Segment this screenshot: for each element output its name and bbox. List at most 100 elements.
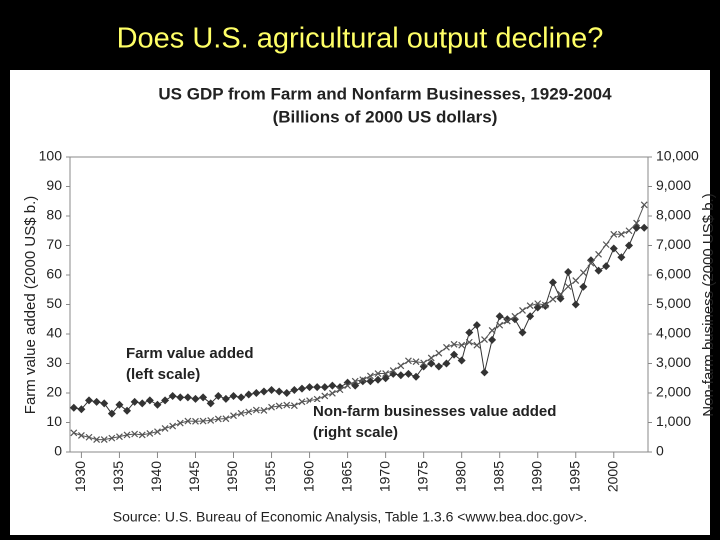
- y-tick-label: 10: [46, 413, 62, 429]
- y-tick-label: 80: [46, 207, 62, 223]
- point-marker: [70, 429, 78, 437]
- point-marker: [579, 269, 587, 277]
- point-marker: [572, 277, 580, 285]
- y-tick-label: 70: [46, 236, 62, 252]
- point-marker: [199, 393, 208, 402]
- point-marker: [617, 253, 626, 262]
- point-marker: [610, 230, 618, 238]
- point-marker: [297, 384, 306, 393]
- point-marker: [443, 343, 450, 351]
- point-marker: [405, 357, 412, 365]
- y2-tick-label: 3,000: [656, 354, 691, 370]
- chart-panel: [10, 70, 710, 535]
- point-marker: [282, 389, 291, 397]
- point-marker: [230, 412, 237, 420]
- point-marker: [108, 434, 116, 442]
- y-tick-label: 90: [46, 177, 62, 193]
- x-tick-label: 1965: [338, 461, 354, 492]
- point-marker: [275, 402, 283, 410]
- point-marker: [344, 382, 352, 390]
- point-marker: [465, 328, 474, 337]
- point-marker: [496, 321, 504, 329]
- y2-tick-label: 0: [656, 443, 664, 459]
- annotation: Non-farm businesses value added: [313, 403, 556, 420]
- x-tick-label: 1940: [148, 461, 164, 492]
- point-marker: [624, 241, 633, 250]
- point-marker: [138, 399, 147, 408]
- point-marker: [244, 390, 253, 399]
- point-marker: [267, 386, 276, 395]
- point-marker: [359, 376, 367, 384]
- point-marker: [594, 266, 603, 275]
- point-marker: [640, 201, 648, 209]
- slide-title: Does U.S. agricultural output decline?: [117, 23, 604, 55]
- point-marker: [473, 341, 481, 349]
- point-marker: [161, 396, 170, 405]
- point-marker: [434, 362, 443, 371]
- y-tick-label: 40: [46, 325, 62, 341]
- point-marker: [191, 394, 200, 403]
- point-marker: [328, 381, 337, 390]
- point-marker: [564, 268, 573, 277]
- point-marker: [366, 372, 374, 380]
- annotation: (left scale): [126, 366, 200, 383]
- annotation: (right scale): [313, 424, 398, 441]
- point-marker: [595, 250, 602, 258]
- point-marker: [458, 341, 466, 349]
- point-marker: [214, 415, 222, 423]
- point-marker: [541, 301, 549, 309]
- point-marker: [245, 408, 253, 416]
- point-marker: [481, 336, 488, 344]
- point-marker: [412, 358, 420, 366]
- point-marker: [100, 399, 109, 408]
- annotation-background: [311, 423, 401, 443]
- point-marker: [320, 383, 329, 392]
- point-marker: [336, 386, 344, 394]
- point-marker: [495, 312, 504, 321]
- point-marker: [207, 417, 215, 424]
- point-marker: [420, 359, 428, 367]
- x-tick-label: 1985: [490, 461, 506, 492]
- y2-tick-label: 8,000: [656, 207, 691, 223]
- point-marker: [100, 436, 108, 444]
- point-marker: [602, 241, 610, 249]
- point-marker: [518, 328, 527, 337]
- point-marker: [221, 394, 230, 403]
- point-marker: [488, 327, 496, 334]
- point-marker: [366, 377, 375, 386]
- point-marker: [374, 370, 382, 377]
- y-tick-label: 0: [54, 443, 62, 459]
- y2-tick-label: 10,000: [656, 148, 699, 164]
- point-marker: [161, 424, 169, 432]
- point-marker: [116, 433, 123, 441]
- point-marker: [275, 387, 284, 396]
- point-marker: [176, 393, 185, 402]
- y-tick-label: 60: [46, 266, 62, 282]
- x-tick-label: 2000: [604, 461, 620, 492]
- y2-tick-label: 2,000: [656, 384, 691, 400]
- x-tick-label: 1960: [300, 461, 316, 492]
- point-marker: [351, 377, 359, 385]
- x-tick-label: 1935: [110, 461, 126, 492]
- series-line: [73, 204, 645, 441]
- point-marker: [169, 422, 177, 430]
- point-marker: [586, 256, 595, 265]
- point-marker: [412, 372, 421, 381]
- point-marker: [69, 403, 78, 412]
- point-marker: [564, 283, 572, 290]
- point-marker: [123, 406, 132, 415]
- point-marker: [435, 349, 443, 357]
- point-marker: [313, 395, 321, 403]
- x-tick-label: 1930: [72, 461, 88, 492]
- point-marker: [457, 356, 466, 365]
- point-marker: [252, 406, 260, 414]
- point-marker: [290, 386, 299, 395]
- point-marker: [183, 393, 192, 402]
- point-marker: [260, 406, 268, 414]
- chart-subtitle: (Billions of 2000 US dollars): [273, 107, 498, 126]
- point-marker: [442, 359, 451, 368]
- point-marker: [450, 350, 459, 359]
- point-marker: [625, 227, 633, 235]
- point-marker: [617, 230, 625, 238]
